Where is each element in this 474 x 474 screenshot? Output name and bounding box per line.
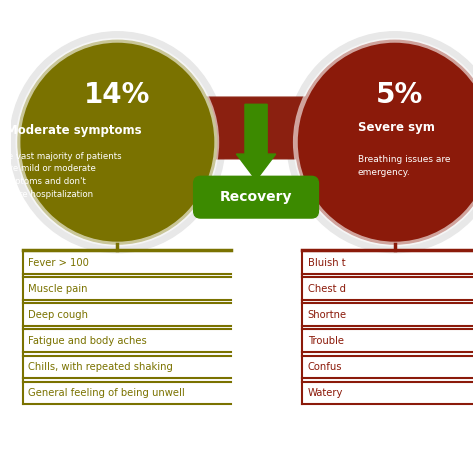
Text: Bluish t: Bluish t — [308, 257, 346, 268]
Text: Fatigue and body aches: Fatigue and body aches — [28, 336, 147, 346]
Circle shape — [295, 40, 474, 244]
Circle shape — [9, 32, 225, 253]
Text: Confus: Confus — [308, 362, 342, 372]
Text: The vast majority of patients
have mild or moderate
symptoms and don't
require h: The vast majority of patients have mild … — [0, 152, 122, 199]
Text: Recovery: Recovery — [220, 190, 292, 204]
Text: Fever > 100: Fever > 100 — [28, 257, 89, 268]
Text: 14%: 14% — [84, 81, 151, 109]
Text: Severe sym: Severe sym — [358, 121, 435, 135]
Text: Chills, with repeated shaking: Chills, with repeated shaking — [28, 362, 173, 372]
Text: Muscle pain: Muscle pain — [28, 283, 88, 294]
Text: Trouble: Trouble — [308, 336, 344, 346]
Text: Moderate symptoms: Moderate symptoms — [6, 124, 142, 137]
Circle shape — [18, 40, 217, 244]
Text: Chest d: Chest d — [308, 283, 346, 294]
Text: Watery: Watery — [308, 388, 343, 398]
FancyArrow shape — [140, 83, 395, 173]
Text: General feeling of being unwell: General feeling of being unwell — [28, 388, 185, 398]
Text: Breathing issues are
emergency.: Breathing issues are emergency. — [358, 155, 450, 177]
FancyBboxPatch shape — [194, 176, 319, 218]
Circle shape — [287, 32, 474, 253]
Text: Shortne: Shortne — [308, 310, 347, 320]
FancyArrow shape — [237, 104, 276, 180]
Text: 5%: 5% — [376, 81, 423, 109]
Text: Deep cough: Deep cough — [28, 310, 88, 320]
